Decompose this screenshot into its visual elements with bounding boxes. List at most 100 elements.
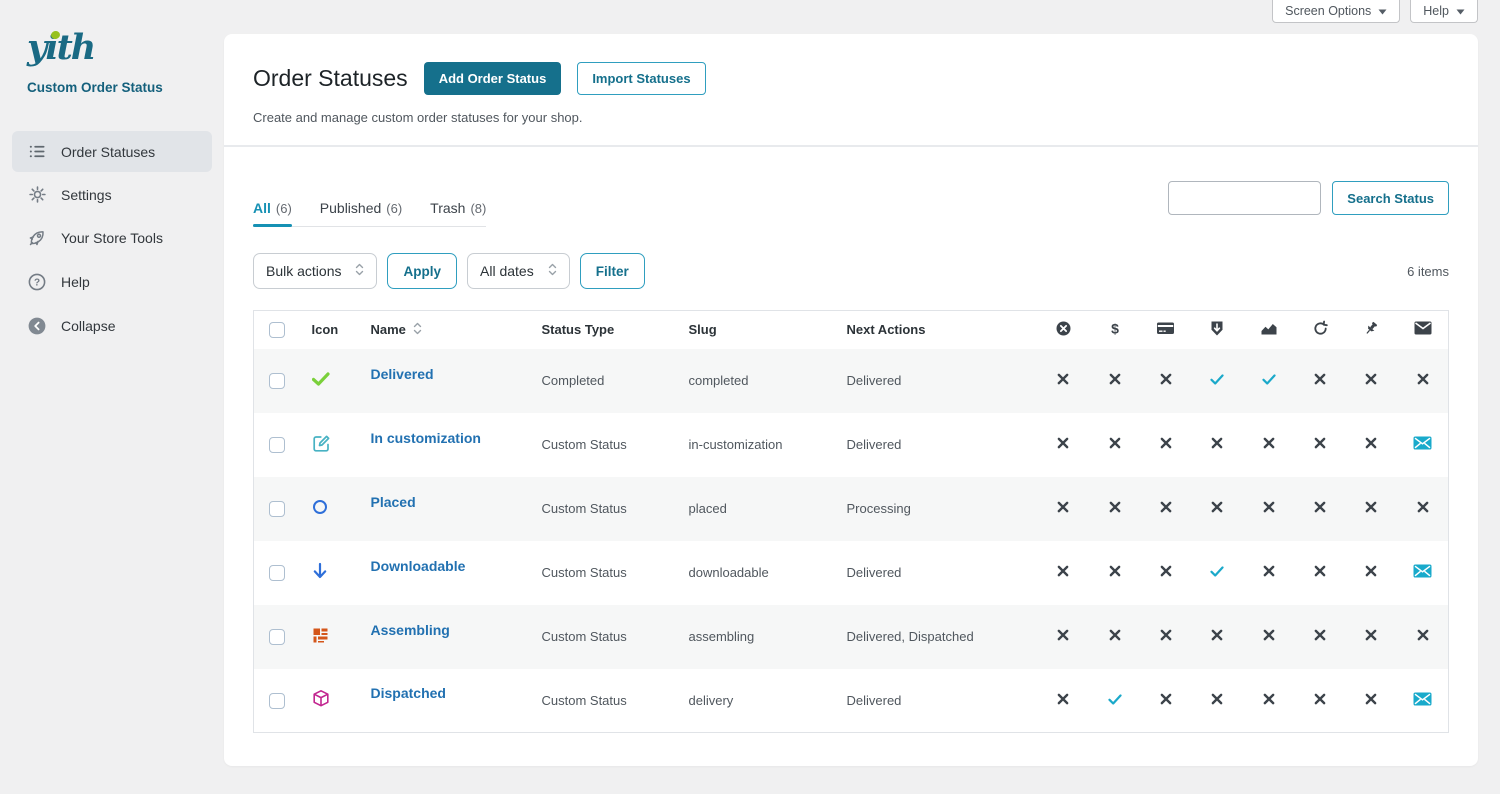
- download-flag-cell: [1192, 605, 1243, 669]
- sidebar-item-help[interactable]: ? Help: [12, 261, 212, 303]
- list-content: Search Status All (6) Published (6) Tras…: [224, 147, 1478, 733]
- cancel-flag-cell: [1038, 541, 1089, 605]
- status-icon-cell: [300, 349, 362, 413]
- payment-flag-cell: [1089, 541, 1140, 605]
- x-mark-icon: [1314, 373, 1326, 385]
- status-name-cell: In customization: [362, 413, 533, 477]
- row-select-cell: [254, 413, 300, 477]
- page-header: Order Statuses Add Order Status Import S…: [224, 34, 1478, 147]
- edit-teal-icon: [312, 434, 331, 453]
- status-name-link[interactable]: Downloadable: [370, 557, 466, 574]
- x-mark-icon: [1109, 373, 1121, 385]
- credit-card-flag-cell: [1140, 541, 1191, 605]
- help-button[interactable]: Help: [1410, 0, 1478, 23]
- download-icon: [1209, 320, 1225, 337]
- row-checkbox[interactable]: [268, 500, 285, 517]
- status-name-link[interactable]: Placed: [370, 493, 416, 510]
- x-mark-icon: [1160, 437, 1172, 449]
- screen-options-button[interactable]: Screen Options: [1272, 0, 1401, 23]
- row-checkbox[interactable]: [268, 372, 285, 389]
- restock-icon: [1312, 320, 1329, 337]
- sidebar-item-order-statuses[interactable]: Order Statuses: [12, 131, 212, 172]
- x-mark-icon: [1160, 501, 1172, 513]
- status-icon-cell: [300, 669, 362, 733]
- pin-flag-cell: [1346, 669, 1397, 733]
- bulk-actions-select[interactable]: Bulk actions: [253, 253, 378, 289]
- tab-trash[interactable]: Trash (8): [430, 200, 487, 216]
- add-order-status-button[interactable]: Add Order Status: [423, 62, 562, 95]
- status-name-link[interactable]: Dispatched: [370, 685, 446, 702]
- row-select-cell: [254, 477, 300, 541]
- cancel-flag-cell: [1038, 477, 1089, 541]
- x-mark-icon: [1314, 693, 1326, 705]
- status-icon-cell: [300, 413, 362, 477]
- sales-report-flag-cell: [1243, 477, 1294, 541]
- table-header-row: Icon Name Status Type Slug Next Actions …: [254, 311, 1449, 349]
- sidebar-item-collapse[interactable]: Collapse: [12, 305, 212, 347]
- gear-icon: [27, 185, 47, 204]
- row-checkbox[interactable]: [268, 692, 285, 709]
- x-mark-icon: [1263, 501, 1275, 513]
- status-name-link[interactable]: Delivered: [370, 365, 434, 382]
- x-mark-icon: [1263, 629, 1275, 641]
- status-filter-tabs: All (6) Published (6) Trash (8): [253, 200, 487, 227]
- email-flag-cell: [1397, 541, 1448, 605]
- status-name-link[interactable]: Assembling: [370, 621, 450, 638]
- row-checkbox[interactable]: [268, 628, 285, 645]
- status-icon-cell: [300, 477, 362, 541]
- status-type-cell: Custom Status: [541, 692, 627, 708]
- cancel-flag-cell: [1038, 413, 1089, 477]
- table-row: Placed Custom Status placed Processing: [253, 476, 1449, 541]
- sidebar-item-label: Collapse: [61, 318, 116, 334]
- collapse-arrow-icon: [27, 316, 47, 336]
- tab-published[interactable]: Published (6): [319, 200, 403, 216]
- search-status-button[interactable]: Search Status: [1332, 181, 1449, 215]
- search-row: Search Status: [1168, 181, 1449, 215]
- payment-flag-cell: [1089, 413, 1140, 477]
- select-chevrons-icon: [548, 263, 557, 279]
- restock-flag-cell: [1294, 669, 1345, 733]
- select-all-checkbox[interactable]: [268, 322, 285, 339]
- check-mark-icon: [1210, 374, 1224, 385]
- status-name-cell: Placed: [362, 477, 533, 541]
- email-enabled-icon: [1413, 564, 1432, 578]
- email-flag-cell: [1397, 669, 1448, 733]
- check-mark-icon: [1107, 694, 1122, 705]
- all-dates-select[interactable]: All dates: [467, 253, 570, 289]
- main-panel: Order Statuses Add Order Status Import S…: [224, 34, 1478, 766]
- pin-column-header: [1346, 311, 1397, 349]
- row-checkbox[interactable]: [268, 436, 285, 453]
- tab-all[interactable]: All (6): [253, 200, 292, 227]
- search-input[interactable]: [1168, 181, 1322, 215]
- x-mark-icon: [1314, 437, 1326, 449]
- x-mark-icon: [1365, 373, 1377, 385]
- row-checkbox[interactable]: [268, 564, 285, 581]
- slug-cell: in-customization: [688, 437, 783, 452]
- sort-icon[interactable]: [413, 322, 422, 338]
- email-column-header: [1397, 311, 1448, 349]
- x-mark-icon: [1160, 565, 1172, 577]
- cube-magenta-icon: [312, 689, 330, 708]
- x-mark-icon: [1057, 501, 1069, 513]
- import-statuses-button[interactable]: Import Statuses: [577, 62, 706, 95]
- row-select-cell: [254, 349, 300, 413]
- sidebar-item-settings[interactable]: Settings: [12, 174, 212, 215]
- download-flag-cell: [1192, 669, 1243, 733]
- status-name-link[interactable]: In customization: [370, 429, 481, 446]
- sidebar-item-your-store-tools[interactable]: Your Store Tools: [12, 217, 212, 259]
- x-mark-icon: [1211, 437, 1223, 449]
- x-mark-icon: [1057, 437, 1069, 449]
- download-flag-cell: [1192, 413, 1243, 477]
- status-name-cell: Assembling: [362, 605, 533, 669]
- table-row: Assembling Custom Status assembling Deliver…: [253, 604, 1449, 669]
- name-column-header[interactable]: Name: [362, 311, 533, 349]
- status-icon-cell: [300, 605, 362, 669]
- status-type-cell: Custom Status: [541, 501, 627, 516]
- email-flag-cell: [1397, 413, 1448, 477]
- circle-blue-icon: [312, 499, 328, 515]
- apply-button[interactable]: Apply: [387, 253, 457, 289]
- download-flag-cell: [1192, 349, 1243, 413]
- list-icon: [27, 142, 47, 161]
- help-label: Help: [1423, 4, 1449, 18]
- filter-button[interactable]: Filter: [579, 253, 645, 289]
